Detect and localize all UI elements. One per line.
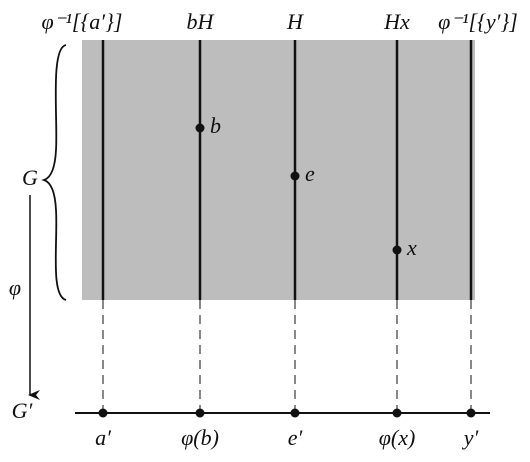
image-point (392, 408, 402, 418)
fiber-label: φ⁻¹[{a′}] (42, 9, 123, 34)
image-group-label: G′ (12, 398, 34, 423)
element-point (290, 171, 300, 181)
group-label: G (22, 165, 38, 190)
image-label: φ(b) (181, 425, 219, 450)
fiber-label: H (286, 9, 304, 34)
fiber-label: Hx (383, 9, 410, 34)
element-label: e (305, 161, 315, 186)
element-label: x (406, 235, 417, 260)
element-point (392, 245, 402, 255)
group-region (82, 40, 475, 300)
element-label: b (210, 113, 221, 138)
fiber-label: φ⁻¹[{y′}] (438, 9, 518, 34)
image-point (290, 408, 300, 418)
image-label: a′ (95, 425, 112, 450)
map-label: φ (9, 275, 21, 300)
fiber-label: bH (187, 9, 215, 34)
element-point (195, 123, 205, 133)
brace (41, 44, 67, 301)
image-point (195, 408, 205, 418)
image-point (466, 408, 476, 418)
image-point (98, 408, 108, 418)
image-label: e′ (288, 425, 304, 450)
image-label: φ(x) (379, 425, 416, 450)
image-label: y′ (462, 425, 480, 450)
